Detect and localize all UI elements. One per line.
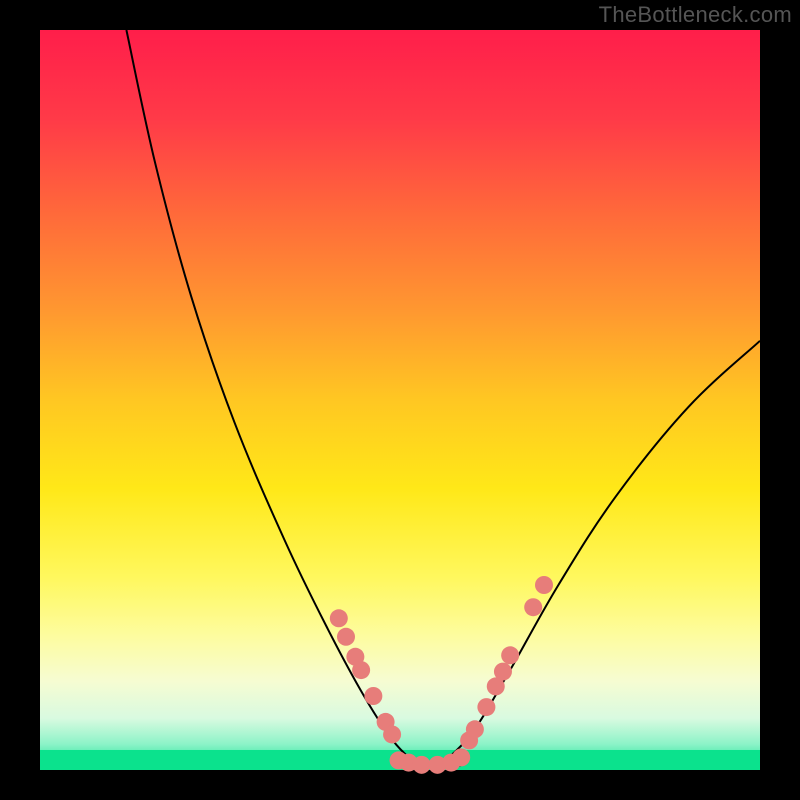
data-marker (466, 720, 484, 738)
plot-background (40, 30, 760, 770)
data-marker (330, 609, 348, 627)
watermark-text: TheBottleneck.com (599, 2, 792, 28)
data-marker (477, 698, 495, 716)
data-marker (352, 661, 370, 679)
data-marker (524, 598, 542, 616)
data-marker (501, 646, 519, 664)
bottleneck-chart (0, 0, 800, 800)
data-marker (364, 687, 382, 705)
data-marker (383, 725, 401, 743)
data-marker (337, 628, 355, 646)
data-marker (535, 576, 553, 594)
data-marker (452, 748, 470, 766)
chart-frame: { "watermark": "TheBottleneck.com", "cha… (0, 0, 800, 800)
data-marker (413, 756, 431, 774)
data-marker (494, 663, 512, 681)
